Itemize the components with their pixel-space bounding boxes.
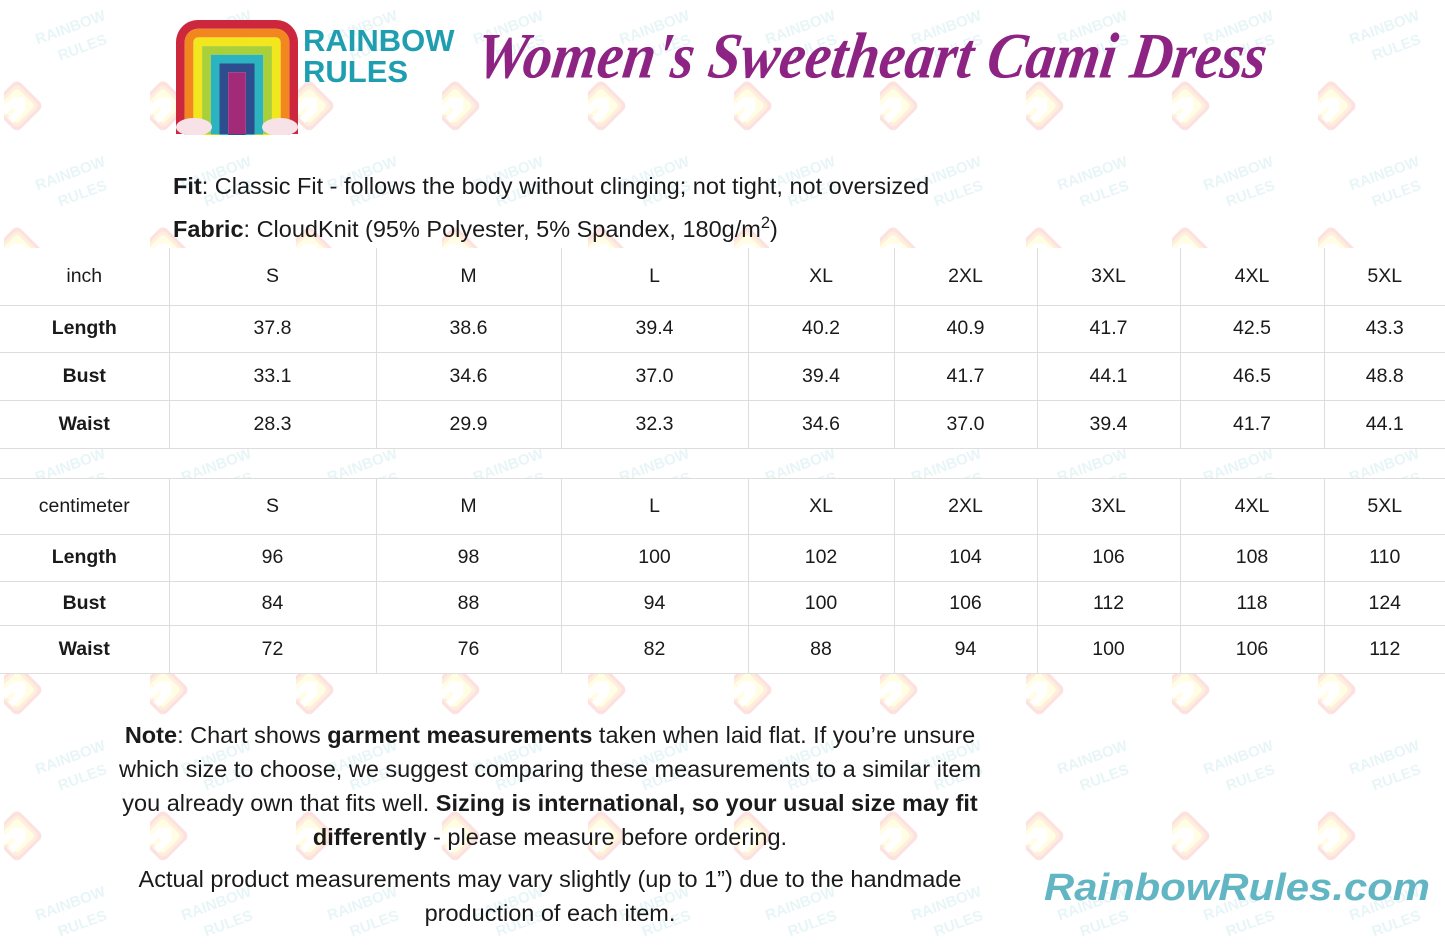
svg-text:RainbowRules.com: RainbowRules.com bbox=[1044, 867, 1430, 909]
